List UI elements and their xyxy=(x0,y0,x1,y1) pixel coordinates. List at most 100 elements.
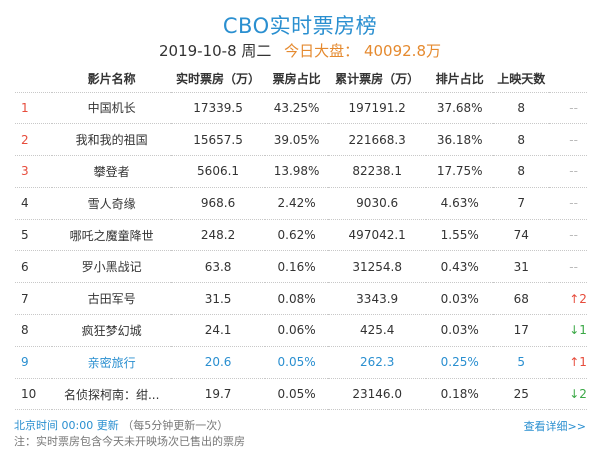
film-name-cell: 中国机长 xyxy=(52,91,172,124)
film-name-cell: 罗小黑战记 xyxy=(52,250,172,283)
film-name-cell: 攀登者 xyxy=(52,155,172,188)
total-label: 今日大盘： xyxy=(284,42,360,60)
screening-share-cell: 36.18% xyxy=(426,123,494,156)
total-box-office-cell: 221668.3 xyxy=(328,123,427,156)
table-row[interactable]: 6 罗小黑战记 63.8 0.16% 31254.8 0.43% 31 -- xyxy=(15,250,587,283)
total-box-office-cell: 23146.0 xyxy=(328,377,427,411)
table-row[interactable]: 9 亲密旅行 20.6 0.05% 262.3 0.25% 5 ↑1 xyxy=(15,345,587,379)
table-row[interactable]: 3 攀登者 5606.1 13.98% 82238.1 17.75% 8 -- xyxy=(15,155,587,188)
film-name-cell: 名侦探柯南：绀... xyxy=(52,377,172,411)
rank-cell: 10 xyxy=(15,377,53,411)
box-office-share-cell: 0.06% xyxy=(265,314,329,347)
table-row[interactable]: 10 名侦探柯南：绀... 19.7 0.05% 23146.0 0.18% 25 ↓2 xyxy=(15,377,587,411)
total-value: 40092.8万 xyxy=(363,42,441,60)
col-header: 累计票房（万） xyxy=(335,72,420,87)
col-header: 实时票房（万） xyxy=(176,72,261,87)
col-header: 排片占比 xyxy=(435,72,484,87)
rank-trend-cell: -- xyxy=(549,186,587,220)
release-days-cell: 8 xyxy=(493,123,550,156)
screening-share-cell: 0.03% xyxy=(426,282,494,315)
realtime-box-office-cell: 15657.5 xyxy=(171,123,265,156)
update-interval: （每5分钟更新一次） xyxy=(122,419,229,432)
footer-note: 注：实时票房包含今天未开映场次已售出的票房 xyxy=(14,435,245,448)
box-office-share-cell: 13.98% xyxy=(265,155,329,188)
total-box-office-cell: 82238.1 xyxy=(328,155,427,188)
release-days-cell: 8 xyxy=(493,91,550,124)
rank-cell: 2 xyxy=(15,123,53,156)
box-office-share-cell: 0.16% xyxy=(265,250,329,283)
table-row[interactable]: 2 我和我的祖国 15657.5 39.05% 221668.3 36.18% 8 -- xyxy=(15,123,587,156)
screening-share-cell: 0.25% xyxy=(426,345,494,379)
col-header: 票房占比 xyxy=(272,72,321,87)
rank-cell: 1 xyxy=(15,91,53,124)
table-header: 影片名称 实时票房（万） 票房占比 累计票房（万） 排片占比 上映天数 xyxy=(15,66,587,92)
view-details-link[interactable]: 查看详细>> xyxy=(523,420,586,433)
screening-share-cell: 37.68% xyxy=(426,91,494,124)
film-name-cell: 疯狂梦幻城 xyxy=(52,314,172,347)
table-row[interactable]: 5 哪吒之魔童降世 248.2 0.62% 497042.1 1.55% 74 -- xyxy=(15,218,587,251)
realtime-box-office-cell: 5606.1 xyxy=(171,155,265,188)
rank-trend-cell: -- xyxy=(549,123,587,156)
film-name-cell: 我和我的祖国 xyxy=(52,123,172,156)
rank-cell: 9 xyxy=(15,345,53,379)
rank-trend-cell: ↑1 xyxy=(549,345,587,379)
rank-trend-cell: -- xyxy=(549,218,587,251)
total-box-office-cell: 31254.8 xyxy=(328,250,427,283)
box-office-share-cell: 0.05% xyxy=(265,377,329,411)
total-box-office-cell: 262.3 xyxy=(328,345,427,379)
total-box-office-cell: 425.4 xyxy=(328,314,427,347)
release-days-cell: 25 xyxy=(493,377,550,411)
release-days-cell: 7 xyxy=(493,186,550,220)
col-header: 影片名称 xyxy=(87,72,136,87)
table-row[interactable]: 4 雪人奇缘 968.6 2.42% 9030.6 4.63% 7 -- xyxy=(15,186,587,220)
table-row[interactable]: 8 疯狂梦幻城 24.1 0.06% 425.4 0.03% 17 ↓1 xyxy=(15,314,587,347)
rank-cell: 3 xyxy=(15,155,53,188)
total-box-office: 今日大盘： 40092.8万 xyxy=(284,42,441,60)
screening-share-cell: 4.63% xyxy=(426,186,494,220)
screening-share-cell: 0.03% xyxy=(426,314,494,347)
film-name-cell: 雪人奇缘 xyxy=(52,186,172,220)
footer: 北京时间 00:00 更新 （每5分钟更新一次） 注：实时票房包含今天未开映场次… xyxy=(14,418,245,450)
page-title: CBO实时票房榜 xyxy=(222,14,378,38)
table-row[interactable]: 7 古田军号 31.5 0.08% 3343.9 0.03% 68 ↑2 xyxy=(15,282,587,315)
screening-share-cell: 1.55% xyxy=(426,218,494,251)
box-office-share-cell: 43.25% xyxy=(265,91,329,124)
screening-share-cell: 0.43% xyxy=(426,250,494,283)
rank-cell: 7 xyxy=(15,282,53,315)
realtime-box-office-cell: 31.5 xyxy=(171,282,265,315)
box-office-share-cell: 2.42% xyxy=(265,186,329,220)
release-days-cell: 74 xyxy=(493,218,550,251)
rank-cell: 5 xyxy=(15,218,53,251)
rank-trend-cell: ↓1 xyxy=(549,314,587,347)
rank-cell: 6 xyxy=(15,250,53,283)
release-days-cell: 31 xyxy=(493,250,550,283)
realtime-box-office-cell: 63.8 xyxy=(171,250,265,283)
total-box-office-cell: 9030.6 xyxy=(328,186,427,220)
total-box-office-cell: 497042.1 xyxy=(328,218,427,251)
date-text: 2019-10-8 周二 xyxy=(158,42,272,60)
update-time-link[interactable]: 北京时间 00:00 更新 xyxy=(14,419,119,432)
box-office-share-cell: 0.08% xyxy=(265,282,329,315)
film-name-cell: 哪吒之魔童降世 xyxy=(52,218,172,251)
rank-cell: 4 xyxy=(15,186,53,220)
rank-trend-cell: -- xyxy=(549,250,587,283)
rank-trend-cell: -- xyxy=(549,155,587,188)
rank-trend-cell: ↑2 xyxy=(549,282,587,315)
total-box-office-cell: 197191.2 xyxy=(328,91,427,124)
date-line: 2019-10-8 周二 今日大盘： 40092.8万 xyxy=(0,40,600,61)
film-name-cell: 亲密旅行 xyxy=(52,345,172,379)
rank-cell: 8 xyxy=(15,314,53,347)
box-office-share-cell: 0.05% xyxy=(265,345,329,379)
realtime-box-office-cell: 19.7 xyxy=(171,377,265,411)
realtime-box-office-cell: 24.1 xyxy=(171,314,265,347)
rank-trend-cell: ↓2 xyxy=(549,377,587,411)
realtime-box-office-cell: 17339.5 xyxy=(171,91,265,124)
box-office-share-cell: 39.05% xyxy=(265,123,329,156)
release-days-cell: 8 xyxy=(493,155,550,188)
table-row[interactable]: 1 中国机长 17339.5 43.25% 197191.2 37.68% 8 -- xyxy=(15,91,587,124)
release-days-cell: 5 xyxy=(493,345,550,379)
release-days-cell: 68 xyxy=(493,282,550,315)
realtime-box-office-cell: 20.6 xyxy=(171,345,265,379)
film-name-cell: 古田军号 xyxy=(52,282,172,315)
rank-trend-cell: -- xyxy=(549,91,587,124)
